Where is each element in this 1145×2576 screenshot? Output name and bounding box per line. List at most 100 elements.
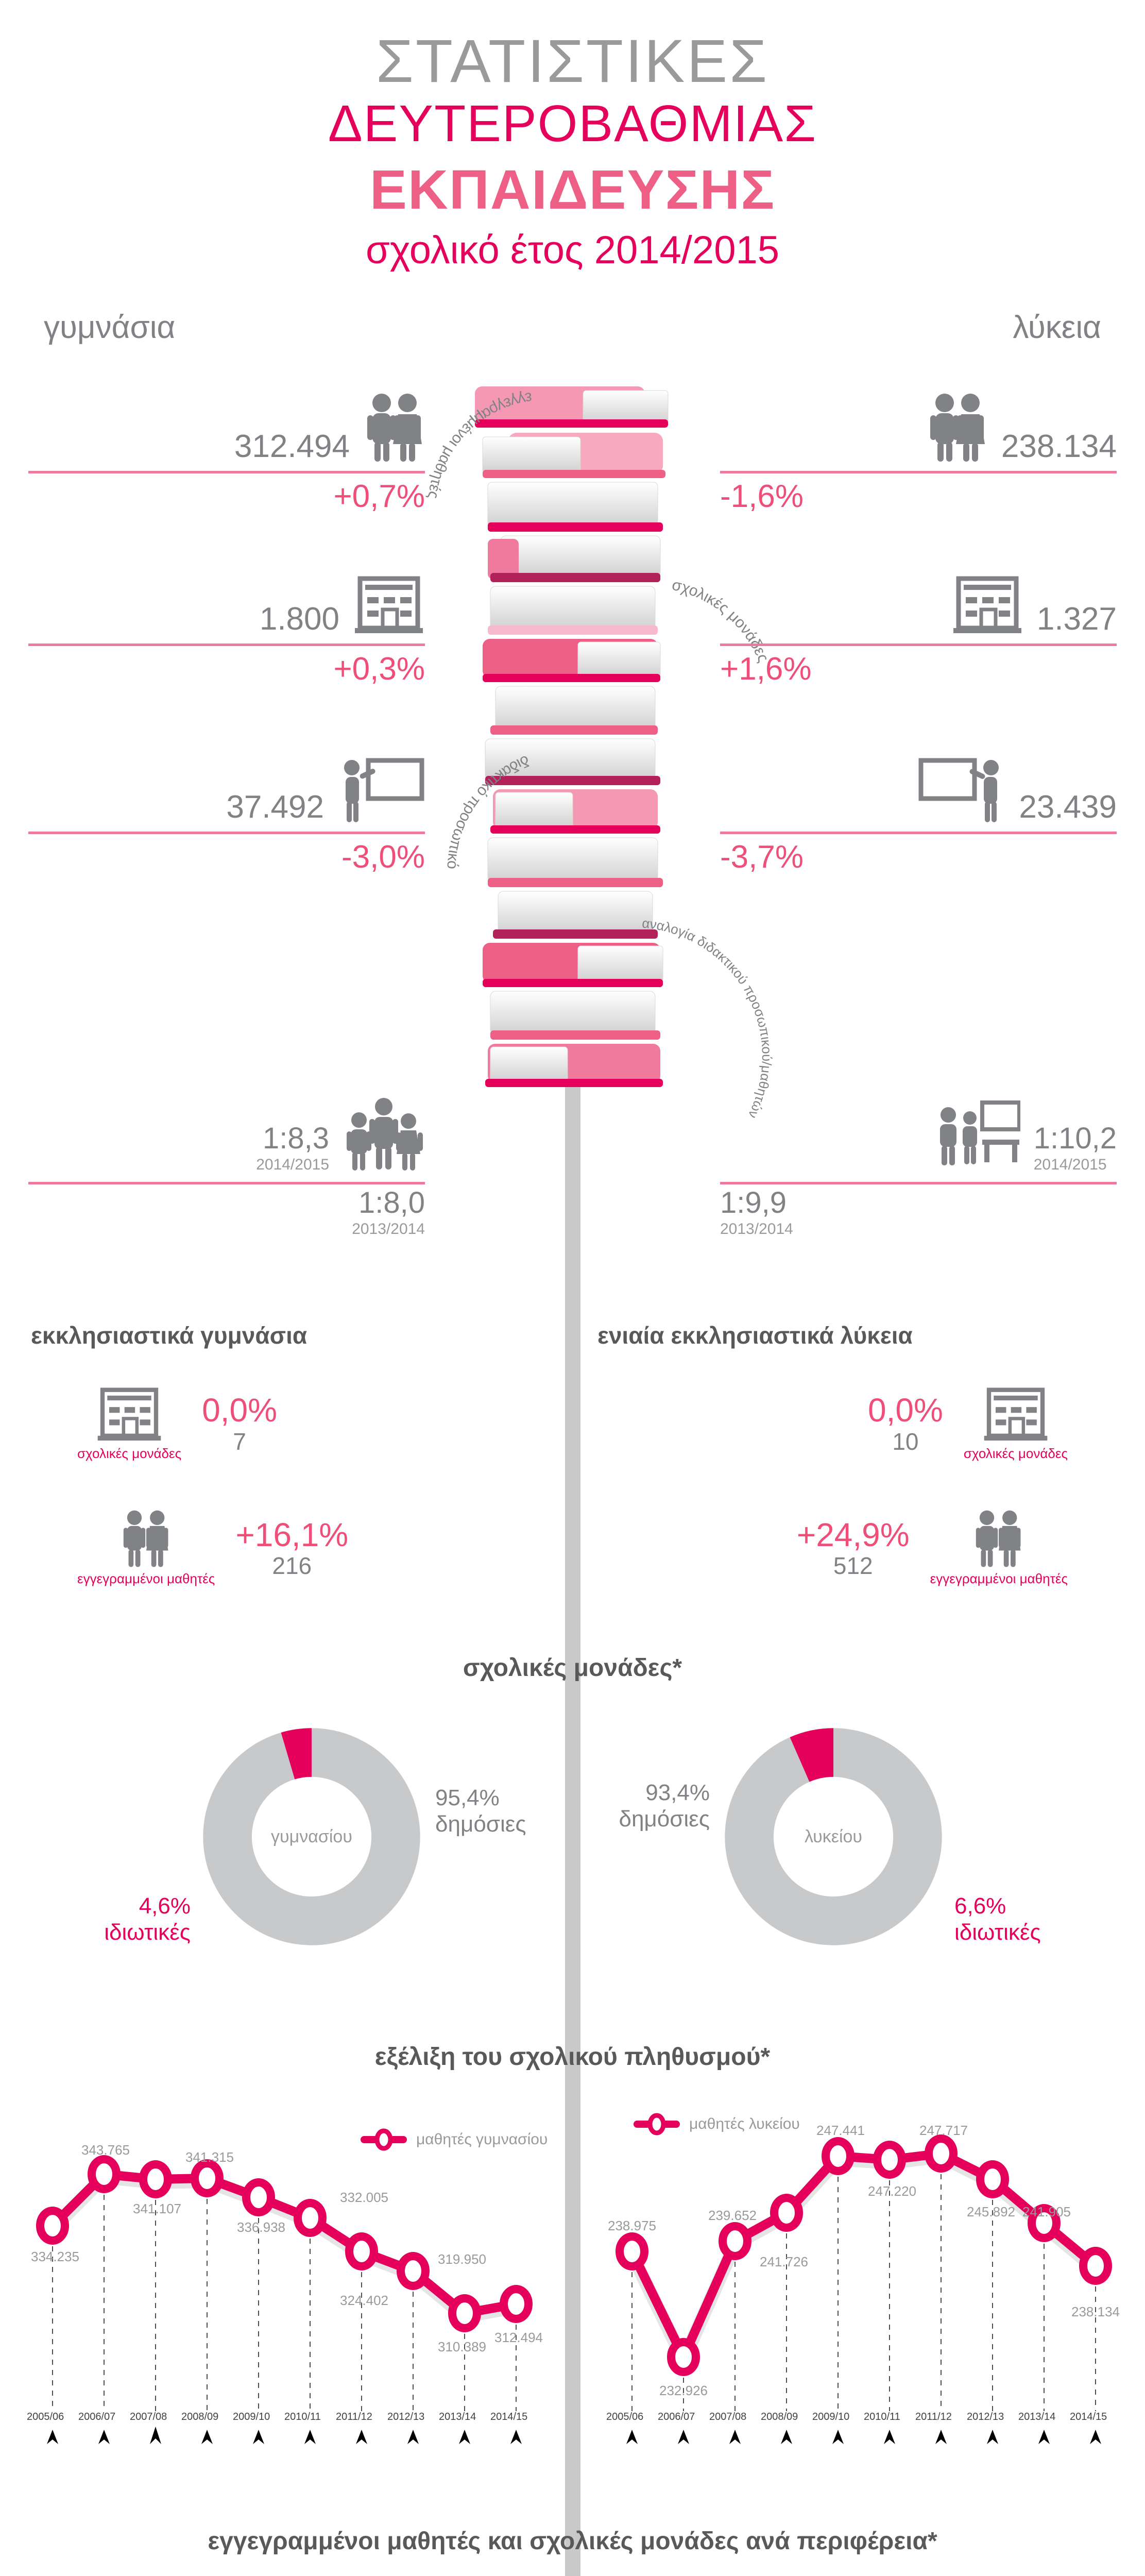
stat-row-lykeia-students: 238.134 -1,6% <box>720 392 1117 517</box>
teacher-icon <box>344 758 424 822</box>
stat-row-lykeia-teachers: 23.439 -3,7% <box>720 757 1117 877</box>
legend-gymnasia: μαθητές γυμνασίου <box>361 2128 548 2151</box>
page-title: ΣΤΑΤΙΣΤΙΚΕΣ ΔΕΥΤΕΡΟΒΑΘΜΙΑΣ ΕΚΠΑΙΔΕΥΣΗΣ σ… <box>0 31 1145 278</box>
donut-lykeia-center-label: λυκείου <box>805 1826 862 1846</box>
book-stack-illustration <box>459 381 686 1108</box>
gymnasia-ratio-old: 1:8,0 <box>358 1186 425 1219</box>
legend-lykeia-label: μαθητές λυκείου <box>689 2115 800 2132</box>
lykeia-ratio-new: 1:10,2 <box>1033 1122 1117 1156</box>
lykeia-teachers-value: 23.439 <box>1019 789 1117 825</box>
gymnasia-teachers-value: 37.492 <box>226 789 324 825</box>
students-icon <box>930 394 985 462</box>
divider-line <box>720 471 1117 473</box>
lyk-point-label-8: 241.905 <box>1022 2204 1071 2219</box>
ecclesiastical-gymnasia-units-value: 7 <box>233 1428 246 1455</box>
svg-text:αναλογία διδακτικού προσωπικού: αναλογία διδακτικού προσωπικού/μαθητών <box>641 915 775 1121</box>
lyk-point-label-9: 238.134 <box>1071 2304 1120 2319</box>
donut-gymnasia-private-name: ιδιωτικές <box>104 1919 191 1945</box>
lyk-x-label-6: 2011/12 <box>915 2411 952 2422</box>
gym-x-label-8: 2013/14 <box>439 2411 476 2422</box>
donut-chart-lykeia: λυκείου <box>723 1726 944 1947</box>
ecclesiastical-lykeia-units-pct: 0,0% <box>867 1392 943 1429</box>
divider-line <box>720 1182 1117 1184</box>
gymnasia-ratio-new: 1:8,3 <box>263 1122 329 1156</box>
lyk-x-label-7: 2012/13 <box>967 2411 1004 2422</box>
lyk-point-label-3: 241.726 <box>760 2254 808 2269</box>
column-header-gymnasia: γυμνάσια <box>44 310 176 345</box>
curved-label-students: εγγεγραμμένοι μαθητές <box>424 389 533 500</box>
ecclesiastical-gymnasia-title: εκκλησιαστικά γυμνάσια <box>31 1322 307 1349</box>
gymnasia-units-value: 1.800 <box>259 601 339 637</box>
ecclesiastical-lykeia-students-caption: εγγεγραμμένοι μαθητές <box>930 1571 1068 1586</box>
lykeia-ratio-new-year: 2014/2015 <box>1033 1156 1107 1173</box>
curved-label-ratio: αναλογία διδακτικού προσωπικού/μαθητών <box>641 915 775 1121</box>
donut-lykeia-public-label: 93,4% δημόσιες <box>540 1780 710 1832</box>
gym-x-label-9: 2014/15 <box>490 2411 528 2422</box>
stat-row-lykeia-units: 1.327 +1,6% <box>720 574 1117 689</box>
gymnasia-units-pct: +0,3% <box>333 651 425 687</box>
units-section-title: σχολικές μονάδες* <box>463 1654 682 1682</box>
donut-chart-gymnasia: γυμνασίου <box>201 1726 422 1947</box>
gym-x-label-0: 2005/06 <box>27 2411 64 2422</box>
ecclesiastical-lykeia-title: ενιαία εκκλησιαστικά λύκεια <box>597 1322 913 1349</box>
lykeia-students-pct: -1,6% <box>720 479 804 514</box>
ecclesiastical-lykeia-students-value: 512 <box>833 1552 873 1580</box>
gym-point-label-4: 336.938 <box>237 2219 285 2235</box>
gym-x-label-3: 2008/09 <box>181 2411 219 2422</box>
stat-row-gymnasia-ratio: 1:8,3 2014/2015 1:8,0 2013/2014 <box>28 1097 425 1239</box>
lyk-x-label-9: 2014/15 <box>1070 2411 1107 2422</box>
ecclesiastical-lykeia-units: σχολικές μονάδες 0,0% 10 <box>779 1386 1068 1461</box>
donut-gymnasia-center-label: γυμνασίου <box>271 1826 352 1846</box>
lyk-point-label-5: 247.220 <box>868 2183 916 2199</box>
lyk-point-label-6: 247.717 <box>919 2123 968 2138</box>
legend-marker-icon <box>634 2113 680 2136</box>
donut-lykeia-private-label: 6,6% ιδιωτικές <box>954 1893 1124 1945</box>
gym-x-label-1: 2006/07 <box>78 2411 116 2422</box>
evolution-section-title: εξέλιξη του σχολικού πληθυσμού* <box>374 2043 771 2071</box>
donut-gymnasia-svg <box>203 1728 420 1945</box>
title-line-2: ΔΕΥΤΕΡΟΒΑΘΜΙΑΣ <box>328 95 817 152</box>
lyk-x-label-1: 2006/07 <box>658 2411 695 2422</box>
divider-line <box>28 1182 425 1184</box>
curved-label-units: σχολικές μονάδες <box>670 577 772 665</box>
stat-row-gymnasia-units: 1.800 +0,3% <box>28 574 425 689</box>
school-building-icon <box>355 576 423 633</box>
donut-lykeia-private-name: ιδιωτικές <box>954 1919 1041 1945</box>
donut-lykeia-svg <box>725 1728 942 1945</box>
family-icon <box>347 1098 423 1171</box>
map-section-title: εγγεγραμμένοι μαθητές και σχολικές μονάδ… <box>208 2528 937 2555</box>
legend-lykeia: μαθητές λυκείου <box>634 2112 800 2136</box>
donut-gymnasia-private-value: 4,6% <box>139 1893 191 1919</box>
lykeia-teachers-pct: -3,7% <box>720 839 804 875</box>
ecclesiastical-lykeia-units-value: 10 <box>892 1428 919 1455</box>
ecclesiastical-gymnasia-units-caption: σχολικές μονάδες <box>77 1446 182 1461</box>
svg-text:διδακτικό προσωπικό: διδακτικό προσωπικό <box>443 752 532 869</box>
line-chart-gymnasia-svg <box>36 2155 533 2444</box>
svg-text:εγγεγραμμένοι μαθητές: εγγεγραμμένοι μαθητές <box>424 389 533 500</box>
line-chart-gymnasia: 334.235 343.765 341.107 341.315 336.938 … <box>27 2102 546 2463</box>
school-building-icon <box>97 1387 161 1441</box>
stat-row-gymnasia-teachers: 37.492 -3,0% <box>28 757 425 877</box>
divider-line <box>720 643 1117 646</box>
donut-lykeia-public-name: δημόσιες <box>619 1806 710 1832</box>
lyk-x-label-4: 2009/10 <box>812 2411 850 2422</box>
column-header-lykeia: λύκεια <box>1013 310 1101 345</box>
students-icon <box>976 1510 1021 1567</box>
divider-line <box>28 832 425 834</box>
gym-x-label-6: 2011/12 <box>336 2411 372 2422</box>
school-building-icon <box>984 1387 1048 1441</box>
lyk-point-label-0: 238.975 <box>608 2218 656 2233</box>
lykeia-units-value: 1.327 <box>1036 601 1117 637</box>
gym-x-label-2: 2007/08 <box>130 2411 167 2422</box>
donut-gymnasia-public-value: 95,4% <box>435 1785 500 1810</box>
gym-point-label-2: 341.107 <box>133 2201 181 2216</box>
ecclesiastical-gymnasia-students-pct: +16,1% <box>235 1516 349 1553</box>
classroom-icon <box>939 1100 1020 1165</box>
gym-x-label-4: 2009/10 <box>233 2411 270 2422</box>
ecclesiastical-gymnasia-students-caption: εγγεγραμμένοι μαθητές <box>77 1571 215 1586</box>
gymnasia-students-pct: +0,7% <box>333 479 425 514</box>
curved-label-ratio-text: αναλογία διδακτικού προσωπικού/μαθητών <box>641 915 775 1121</box>
gym-point-label-1: 343.765 <box>81 2142 130 2158</box>
lyk-x-label-0: 2005/06 <box>606 2411 644 2422</box>
ecclesiastical-gymnasia-units-pct: 0,0% <box>202 1392 278 1429</box>
